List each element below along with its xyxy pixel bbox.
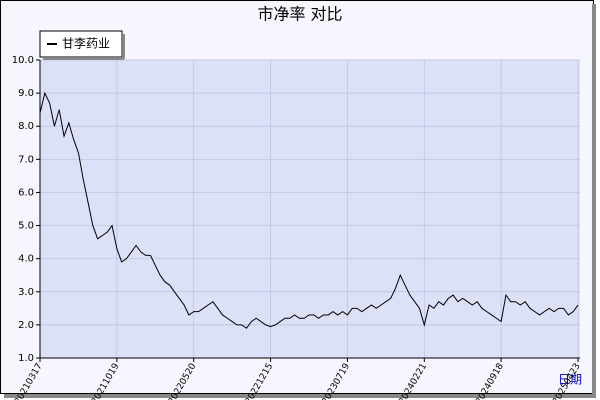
legend-label: 甘李药业: [62, 36, 110, 51]
y-tick-label: 10.0: [12, 55, 34, 66]
y-tick-label: 5.0: [18, 221, 34, 232]
y-tick-label: 1.0: [18, 353, 34, 364]
y-tick-label: 3.0: [18, 287, 34, 298]
legend: 甘李药业: [39, 30, 125, 60]
series-line: [39, 91, 579, 329]
y-tick-label: 8.0: [18, 121, 34, 132]
y-tick-label: 9.0: [18, 88, 34, 99]
y-tick-label: 6.0: [18, 187, 34, 198]
chart-title: 市净率 对比: [257, 5, 342, 24]
y-tick-label: 4.0: [18, 254, 34, 265]
plot-area: [40, 60, 580, 358]
y-tick-label: 7.0: [18, 154, 34, 165]
y-tick-label: 2.0: [18, 320, 34, 331]
x-axis-label: 日期: [558, 373, 582, 387]
